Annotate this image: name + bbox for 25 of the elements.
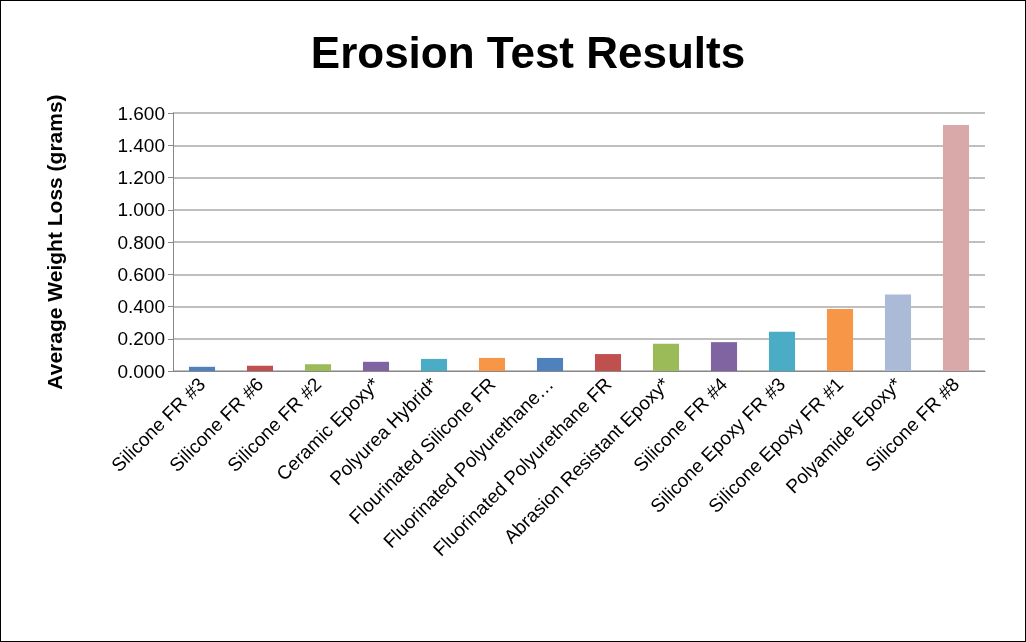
y-tick-label: 0.600 bbox=[117, 263, 165, 285]
bar bbox=[884, 294, 912, 371]
bar bbox=[420, 358, 448, 371]
y-tick-label: 1.200 bbox=[117, 167, 165, 188]
y-tick-label: 1.600 bbox=[117, 102, 165, 124]
bar bbox=[652, 343, 680, 371]
y-tick-label: 0.200 bbox=[117, 328, 165, 350]
chart-title: Erosion Test Results bbox=[310, 27, 746, 77]
bar bbox=[478, 357, 506, 371]
y-tick-label: 0.000 bbox=[117, 360, 165, 382]
bar bbox=[246, 365, 274, 371]
y-tick-label: 1.400 bbox=[117, 134, 165, 156]
y-tick-label: 1.000 bbox=[117, 199, 165, 221]
bar bbox=[710, 342, 738, 371]
y-axis-title: Average Weight Loss (grams) bbox=[43, 94, 66, 390]
bar bbox=[768, 331, 796, 371]
y-tick-label: 0.400 bbox=[117, 296, 165, 317]
bar bbox=[362, 361, 390, 371]
bar bbox=[536, 357, 564, 371]
bar bbox=[188, 366, 216, 371]
bar bbox=[826, 308, 854, 371]
bar bbox=[594, 354, 622, 371]
bar bbox=[304, 364, 332, 371]
bar bbox=[942, 125, 970, 371]
y-tick-label: 0.800 bbox=[117, 231, 165, 253]
